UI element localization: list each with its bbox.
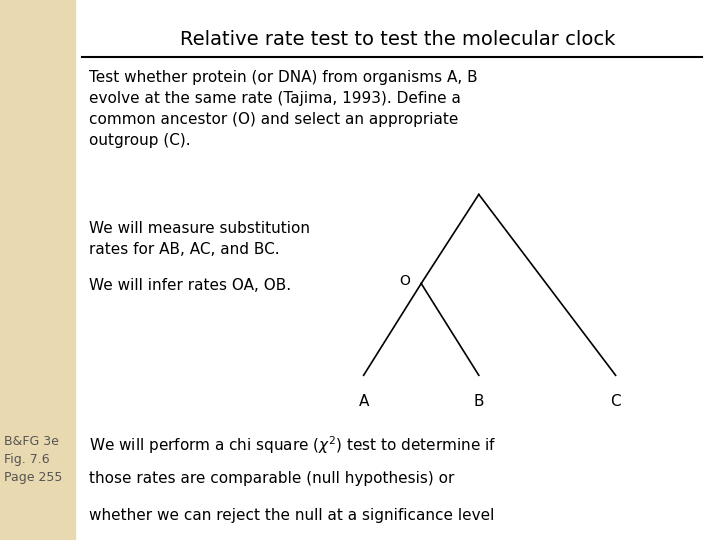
Text: We will infer rates OA, OB.: We will infer rates OA, OB. (89, 278, 292, 293)
Text: Test whether protein (or DNA) from organisms A, B
evolve at the same rate (Tajim: Test whether protein (or DNA) from organ… (89, 70, 478, 148)
Text: B: B (474, 394, 484, 409)
Text: We will measure substitution
rates for AB, AC, and BC.: We will measure substitution rates for A… (89, 221, 310, 258)
Text: A: A (359, 394, 369, 409)
Text: C: C (611, 394, 621, 409)
Text: We will perform a chi square ($\chi^2$) test to determine if: We will perform a chi square ($\chi^2$) … (89, 435, 497, 456)
Text: O: O (400, 274, 410, 288)
Text: those rates are comparable (null hypothesis) or: those rates are comparable (null hypothe… (89, 471, 455, 487)
Text: B&FG 3e
Fig. 7.6
Page 255: B&FG 3e Fig. 7.6 Page 255 (4, 435, 62, 484)
Text: Relative rate test to test the molecular clock: Relative rate test to test the molecular… (180, 30, 615, 49)
Text: whether we can reject the null at a significance level: whether we can reject the null at a sign… (89, 508, 495, 523)
